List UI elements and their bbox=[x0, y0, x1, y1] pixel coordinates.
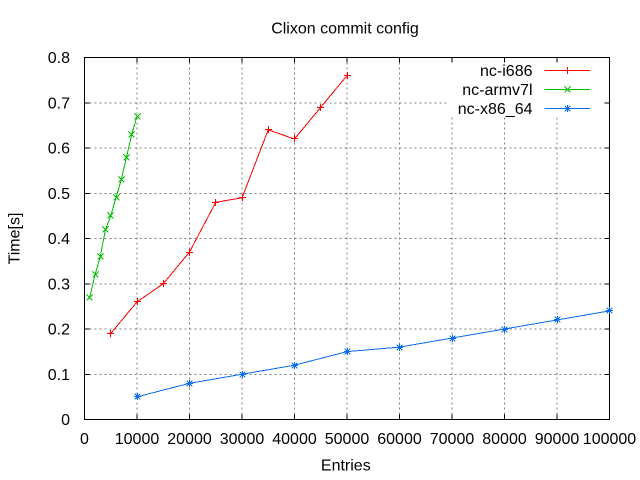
svg-text:0.3: 0.3 bbox=[48, 276, 70, 293]
svg-text:0: 0 bbox=[61, 412, 70, 429]
svg-text:nc-i686: nc-i686 bbox=[480, 63, 533, 80]
svg-text:nc-armv7l: nc-armv7l bbox=[462, 82, 532, 99]
svg-text:0.7: 0.7 bbox=[48, 95, 70, 112]
svg-text:Entries: Entries bbox=[321, 458, 371, 475]
svg-text:20000: 20000 bbox=[167, 431, 212, 448]
svg-text:0.2: 0.2 bbox=[48, 322, 70, 339]
svg-text:Time[s]: Time[s] bbox=[7, 213, 24, 265]
svg-text:nc-x86_64: nc-x86_64 bbox=[458, 101, 533, 118]
svg-text:0.8: 0.8 bbox=[48, 50, 70, 67]
svg-text:0.4: 0.4 bbox=[48, 231, 70, 248]
svg-text:100000: 100000 bbox=[583, 431, 636, 448]
svg-text:0.1: 0.1 bbox=[48, 367, 70, 384]
svg-text:0.5: 0.5 bbox=[48, 186, 70, 203]
svg-text:40000: 40000 bbox=[272, 431, 317, 448]
svg-text:0.6: 0.6 bbox=[48, 141, 70, 158]
svg-text:50000: 50000 bbox=[325, 431, 370, 448]
svg-text:0: 0 bbox=[80, 431, 89, 448]
svg-text:30000: 30000 bbox=[220, 431, 265, 448]
svg-text:70000: 70000 bbox=[430, 431, 475, 448]
svg-text:80000: 80000 bbox=[482, 431, 527, 448]
svg-text:90000: 90000 bbox=[535, 431, 580, 448]
svg-text:10000: 10000 bbox=[115, 431, 160, 448]
svg-text:60000: 60000 bbox=[377, 431, 422, 448]
svg-text:Clixon commit config: Clixon commit config bbox=[271, 20, 419, 37]
